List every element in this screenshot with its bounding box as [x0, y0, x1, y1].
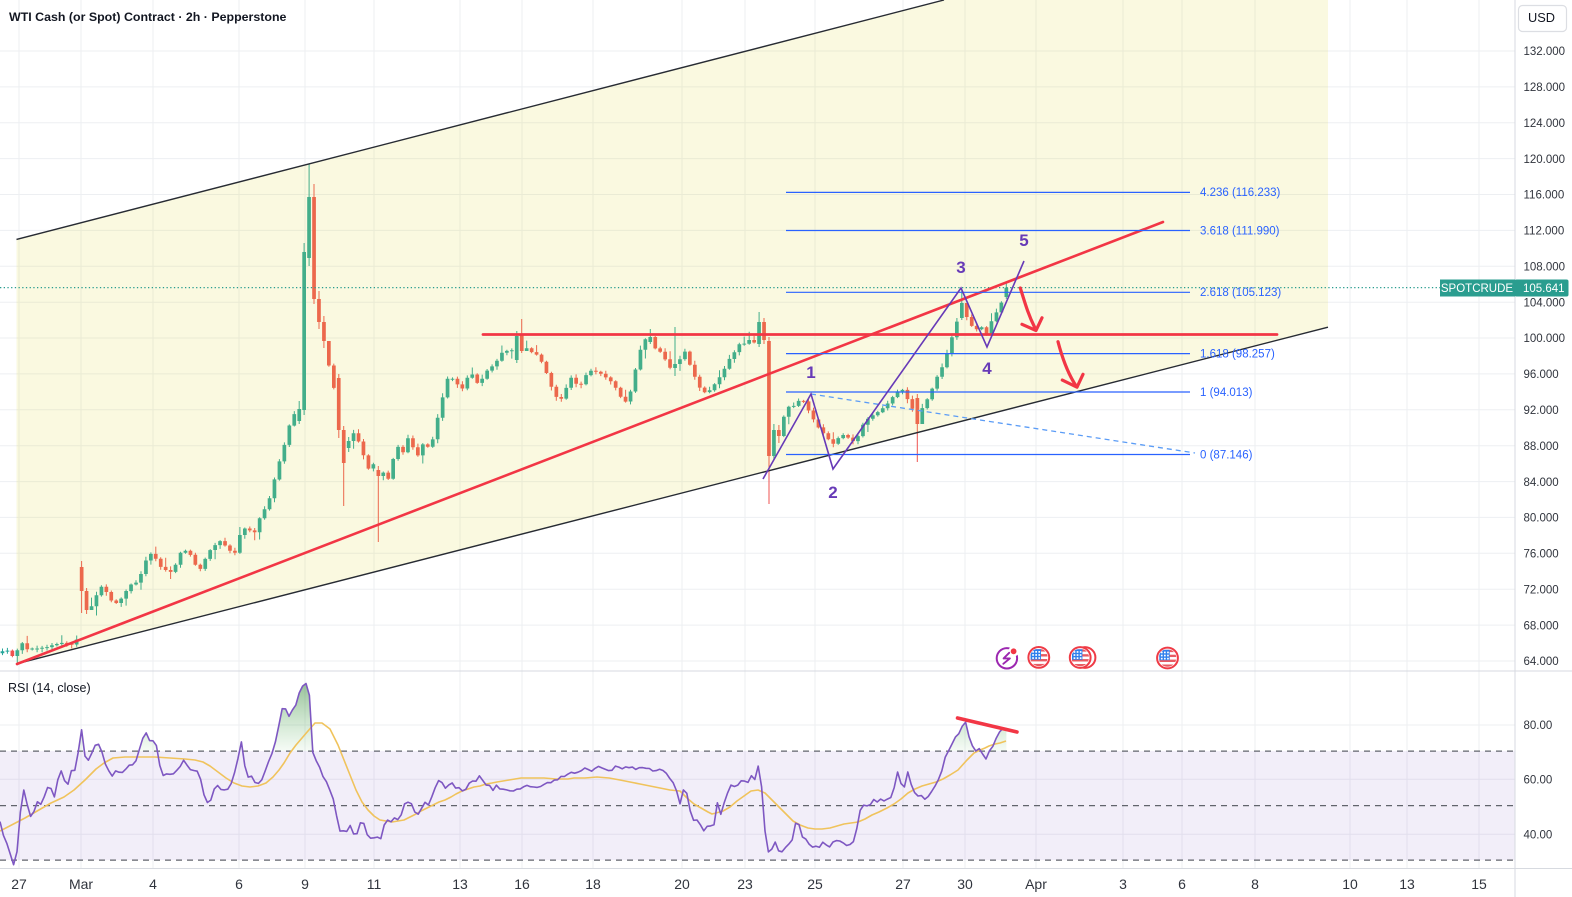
- svg-text:USD: USD: [1528, 10, 1555, 25]
- svg-text:40.00: 40.00: [1524, 830, 1553, 842]
- svg-text:112.000: 112.000: [1524, 226, 1565, 238]
- svg-text:6: 6: [235, 876, 243, 892]
- svg-text:2.618 (105.123): 2.618 (105.123): [1200, 287, 1281, 299]
- svg-text:11: 11: [367, 876, 382, 892]
- svg-text:84.000: 84.000: [1524, 477, 1559, 489]
- svg-text:3: 3: [1119, 876, 1127, 892]
- svg-text:13: 13: [1399, 876, 1415, 892]
- svg-text:27: 27: [895, 876, 911, 892]
- svg-text:108.000: 108.000: [1524, 262, 1566, 274]
- svg-text:SPOTCRUDE: SPOTCRUDE: [1441, 283, 1514, 295]
- svg-text:80.00: 80.00: [1524, 720, 1553, 732]
- svg-text:6: 6: [1178, 876, 1186, 892]
- svg-text:88.000: 88.000: [1524, 441, 1559, 453]
- svg-text:5: 5: [1019, 231, 1028, 250]
- svg-text:2: 2: [828, 483, 837, 502]
- svg-text:8: 8: [1251, 876, 1259, 892]
- svg-text:3.618 (111.990): 3.618 (111.990): [1200, 225, 1280, 237]
- svg-text:20: 20: [674, 876, 690, 892]
- svg-text:Apr: Apr: [1025, 876, 1047, 892]
- svg-text:60.00: 60.00: [1524, 775, 1553, 787]
- svg-text:WTI Cash (or Spot) Contract ·: WTI Cash (or Spot) Contract · 2h · Peppe…: [9, 10, 287, 24]
- svg-text:116.000: 116.000: [1524, 190, 1565, 202]
- svg-text:18: 18: [585, 876, 601, 892]
- svg-text:105.641: 105.641: [1523, 283, 1565, 295]
- svg-text:0 (87.146): 0 (87.146): [1200, 449, 1253, 461]
- svg-text:RSI (14, close): RSI (14, close): [8, 681, 91, 695]
- svg-text:1.618 (98.257): 1.618 (98.257): [1200, 348, 1275, 360]
- svg-text:120.000: 120.000: [1524, 154, 1566, 166]
- svg-text:76.000: 76.000: [1524, 549, 1559, 561]
- svg-text:104.000: 104.000: [1524, 297, 1566, 309]
- svg-text:132.000: 132.000: [1524, 46, 1566, 58]
- svg-text:80.000: 80.000: [1524, 513, 1559, 525]
- svg-text:30: 30: [957, 876, 973, 892]
- svg-text:1: 1: [806, 363, 815, 382]
- svg-text:3: 3: [956, 258, 965, 277]
- svg-text:16: 16: [514, 876, 530, 892]
- svg-text:10: 10: [1342, 876, 1358, 892]
- svg-text:72.000: 72.000: [1524, 584, 1559, 596]
- svg-text:128.000: 128.000: [1524, 82, 1566, 94]
- svg-text:Mar: Mar: [69, 876, 93, 892]
- svg-text:92.000: 92.000: [1524, 405, 1559, 417]
- svg-text:27: 27: [11, 876, 27, 892]
- svg-text:4: 4: [982, 359, 992, 378]
- svg-text:13: 13: [452, 876, 468, 892]
- svg-text:100.000: 100.000: [1524, 333, 1566, 345]
- svg-text:1 (94.013): 1 (94.013): [1200, 387, 1253, 399]
- svg-text:4.236 (116.233): 4.236 (116.233): [1200, 187, 1281, 199]
- svg-text:23: 23: [737, 876, 753, 892]
- svg-text:64.000: 64.000: [1524, 656, 1559, 668]
- svg-text:96.000: 96.000: [1524, 369, 1559, 381]
- svg-text:4: 4: [149, 876, 157, 892]
- svg-text:124.000: 124.000: [1524, 118, 1566, 130]
- svg-text:15: 15: [1471, 876, 1487, 892]
- svg-text:25: 25: [807, 876, 823, 892]
- svg-text:68.000: 68.000: [1524, 620, 1559, 632]
- svg-text:9: 9: [301, 876, 309, 892]
